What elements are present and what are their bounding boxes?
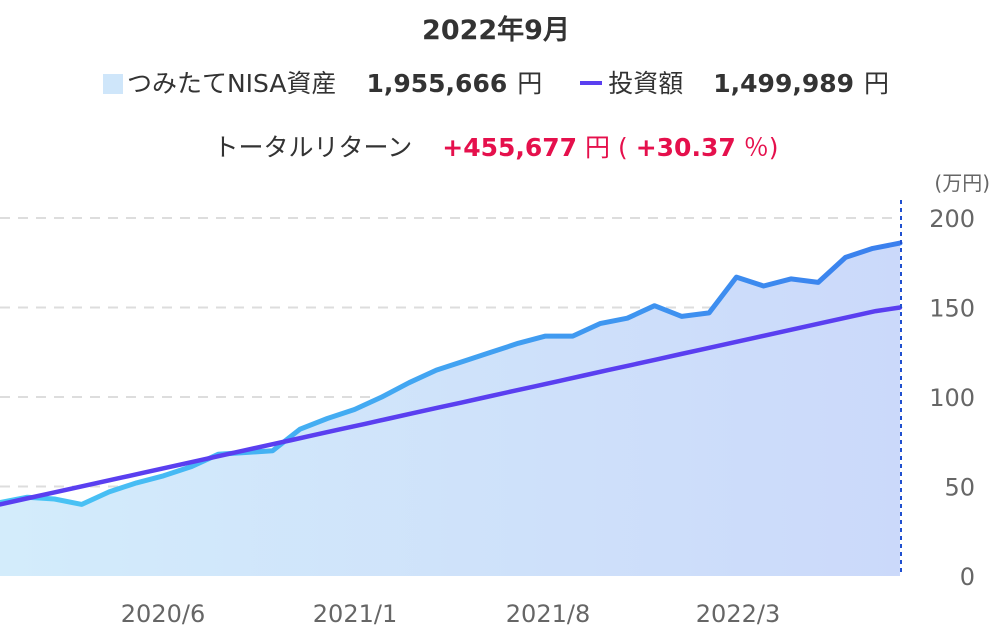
invest-legend-label: 投資額	[608, 69, 684, 98]
invest-value: 1,499,989	[713, 69, 855, 98]
y-tick-label: 100	[929, 384, 975, 412]
total-return-percent-unit: ％)	[743, 133, 779, 162]
asset-value: 1,955,666	[366, 69, 508, 98]
y-tick-label: 200	[929, 205, 975, 233]
x-tick-label: 2021/1	[313, 600, 397, 628]
y-tick-label: 50	[944, 474, 975, 502]
total-return-amount: +455,677	[442, 133, 578, 162]
y-tick-label: 0	[960, 563, 975, 591]
x-tick-label: 2021/8	[506, 600, 590, 628]
total-return: トータルリターン +455,677 円 ( +30.37 ％)	[0, 128, 992, 164]
x-tick-label: 2022/3	[696, 600, 780, 628]
invest-unit: 円	[864, 69, 890, 98]
asset-legend-swatch	[102, 74, 123, 94]
legend: つみたてNISA資産 1,955,666 円 投資額 1,499,989 円	[0, 64, 992, 100]
invest-legend-swatch	[580, 81, 603, 85]
total-return-paren: (	[618, 133, 628, 162]
y-unit-label: (万円)	[934, 171, 990, 195]
total-return-unit: 円	[585, 133, 611, 162]
total-return-percent: +30.37	[635, 133, 736, 162]
asset-area	[0, 243, 900, 576]
y-tick-label: 150	[929, 295, 975, 323]
asset-unit: 円	[517, 69, 543, 98]
asset-legend-label: つみたてNISA資産	[126, 69, 337, 98]
asset-line	[0, 240, 903, 507]
x-tick-label: 2020/6	[121, 600, 205, 628]
chart-title: 2022年9月	[422, 15, 570, 46]
total-return-label: トータルリターン	[213, 133, 413, 162]
invest-line	[0, 305, 903, 507]
